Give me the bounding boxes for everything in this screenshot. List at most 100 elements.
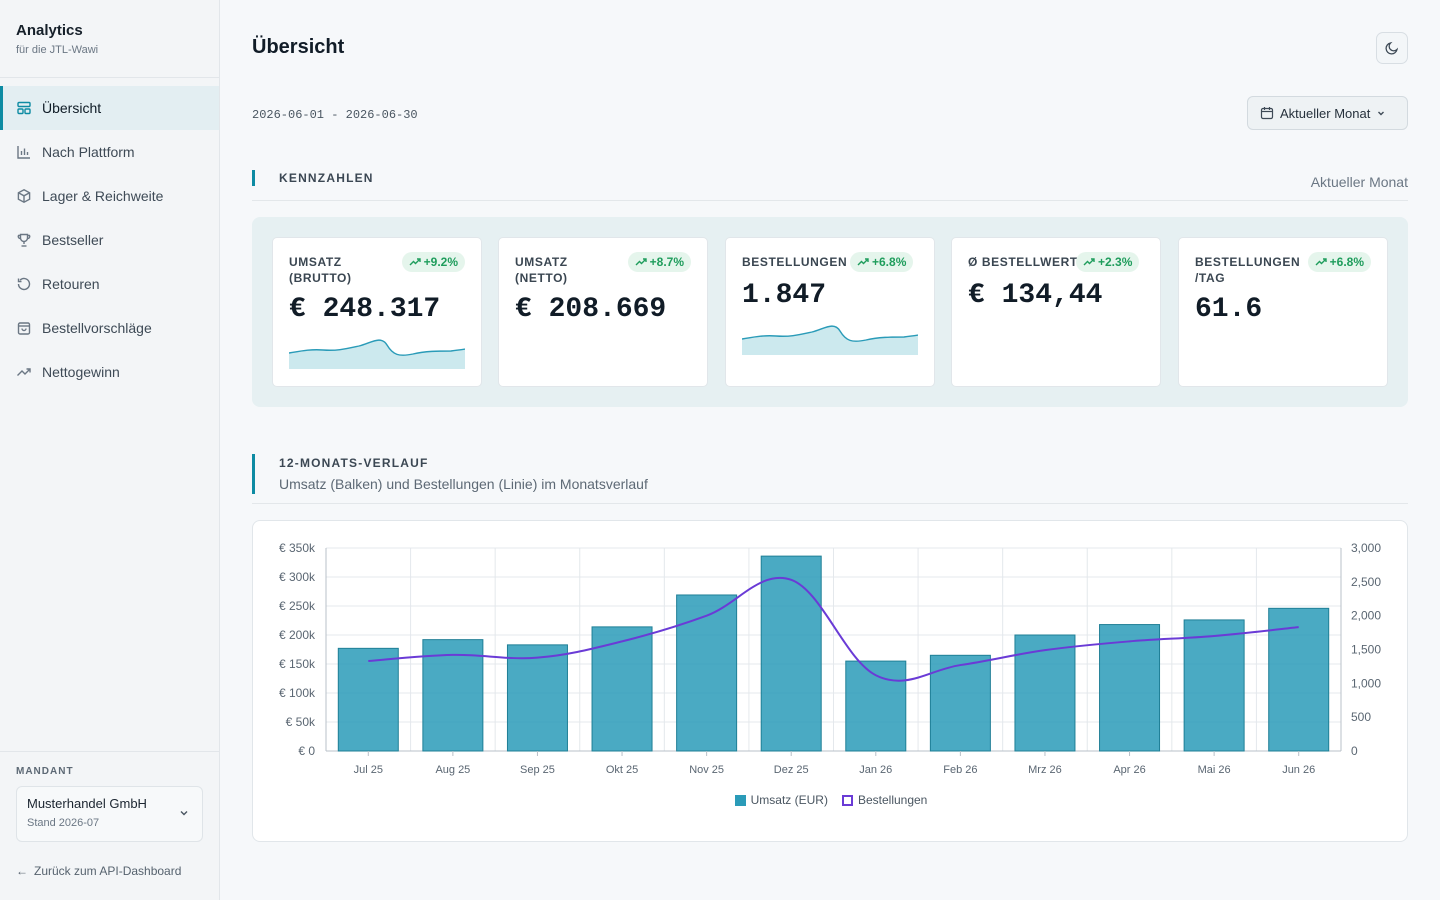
period-select-button[interactable]: Aktueller Monat — [1247, 96, 1408, 130]
sidebar-item-label: Nach Plattform — [42, 144, 135, 160]
sidebar-nav: Übersicht Nach Plattform Lager & Reichwe… — [0, 78, 219, 394]
bar-1 — [422, 639, 484, 752]
kennzahlen-header: KENNZAHLEN Aktueller Monat — [252, 168, 1408, 201]
sidebar-item-nach-plattform[interactable]: Nach Plattform — [0, 130, 219, 174]
brand-title: Analytics — [16, 22, 83, 39]
trend-badge: +8.7% — [627, 252, 691, 272]
sidebar-item-label: Retouren — [42, 276, 100, 292]
shopping-bag-icon — [16, 320, 32, 336]
y-right-tick-label: 2,000 — [1351, 609, 1381, 623]
bar-chart-icon — [16, 144, 32, 160]
kpi-label: BESTELLUNGEN — [742, 255, 848, 269]
chart-card: € 0 € 50k € 100k € 150k € 200k € 250k € 300k € … — [252, 520, 1408, 842]
moon-icon — [1385, 41, 1399, 55]
y-left-tick-label: € 250k — [279, 599, 316, 613]
sparkline — [742, 325, 918, 355]
bar-8 — [1014, 634, 1076, 752]
bar-7 — [929, 654, 991, 752]
date-range: 2026-06-01 - 2026-06-30 — [252, 108, 418, 122]
sidebar-item-lager[interactable]: Lager & Reichweite — [0, 174, 219, 218]
sidebar-item-label: Nettogewinn — [42, 364, 120, 380]
theme-toggle-button[interactable] — [1376, 32, 1408, 64]
dashboard-icon — [16, 100, 32, 116]
y-left-tick-label: € 350k — [279, 541, 316, 555]
legend-item-umsatz[interactable]: Umsatz (EUR) — [734, 793, 828, 807]
page-title: Übersicht — [252, 36, 345, 58]
kpi-value: € 248.317 — [289, 294, 441, 325]
bar-2 — [506, 644, 568, 752]
x-tick-label: Mai 26 — [1198, 764, 1231, 776]
y-left-tick-label: € 300k — [279, 570, 316, 584]
period-label: Aktueller Monat — [1280, 105, 1371, 121]
verlauf-subtitle: Umsatz (Balken) und Bestellungen (Linie)… — [279, 476, 648, 492]
bar-9 — [1099, 624, 1161, 752]
y-left-tick-label: € 150k — [279, 657, 316, 671]
kpi-card-umsatz-netto: UMSATZ (NETTO) +8.7% € 208.669 — [498, 237, 708, 387]
sidebar-item-bestellvorschlaege[interactable]: Bestellvorschläge — [0, 306, 219, 350]
trophy-icon — [16, 232, 32, 248]
chevron-down-icon — [1378, 111, 1385, 116]
monthly-chart: € 0 € 50k € 100k € 150k € 200k € 250k € 300k € … — [279, 541, 1381, 776]
legend-item-bestellungen[interactable]: Bestellungen — [841, 793, 927, 807]
x-tick-label: Jan 26 — [859, 764, 892, 776]
x-tick-label: Okt 25 — [606, 764, 638, 776]
arrow-left-icon: ← — [16, 864, 28, 878]
mandant-section: MANDANT Musterhandel GmbH Stand 2026-07 … — [0, 751, 219, 900]
y-left-tick-label: € 0 — [298, 744, 315, 758]
x-tick-label: Sep 25 — [520, 764, 555, 776]
x-tick-label: Mrz 26 — [1028, 764, 1062, 776]
trend-up-icon — [857, 258, 869, 266]
kpi-value: € 208.669 — [515, 294, 667, 325]
y-right-tick-label: 0 — [1351, 744, 1358, 758]
trend-up-icon — [1083, 258, 1095, 266]
verlauf-header: 12-MONATS-VERLAUF Umsatz (Balken) und Be… — [252, 454, 1408, 504]
orders-line — [368, 576, 1299, 682]
kpi-label: Ø BESTELLWERT — [968, 255, 1078, 269]
y-right-tick-label: 500 — [1351, 710, 1371, 724]
main-content: Übersicht 2026-06-01 - 2026-06-30 Aktuel… — [220, 0, 1440, 900]
sidebar-item-retouren[interactable]: Retouren — [0, 262, 219, 306]
trend-up-icon — [16, 364, 32, 380]
kpi-card-bestellungen-tag: BESTELLUNGEN /TAG +6.8% 61.6 — [1178, 237, 1388, 387]
chart-legend: Umsatz (EUR) Bestellungen — [253, 793, 1409, 807]
mandant-selector[interactable]: Musterhandel GmbH Stand 2026-07 — [16, 786, 203, 842]
trend-badge: +6.8% — [1307, 252, 1371, 272]
kpi-value: 1.847 — [742, 280, 827, 311]
box-icon — [16, 188, 32, 204]
sidebar-item-label: Bestseller — [42, 232, 104, 248]
trend-value: +2.3% — [1098, 255, 1133, 269]
brand: Analytics für die JTL-Wawi — [0, 0, 219, 78]
kennzahlen-period-label: Aktueller Monat — [1310, 174, 1408, 190]
back-to-api-dashboard-link[interactable]: ← Zurück zum API-Dashboard — [16, 864, 203, 878]
sidebar-item-label: Lager & Reichweite — [42, 188, 164, 204]
mandant-label: MANDANT — [16, 766, 74, 777]
chevron-down-icon — [180, 811, 188, 816]
y-right-tick-label: 1,500 — [1351, 643, 1381, 657]
legend-label: Umsatz (EUR) — [750, 793, 828, 807]
y-left-tick-label: € 100k — [279, 686, 316, 700]
kpi-label: UMSATZ (NETTO) — [515, 255, 568, 285]
kpi-card-bestellungen: BESTELLUNGEN +6.8% 1.847 — [725, 237, 935, 387]
bar-3 — [591, 626, 653, 752]
y-left-tick-label: € 50k — [286, 715, 316, 729]
x-tick-label: Jun 26 — [1282, 764, 1315, 776]
bar-4 — [676, 594, 738, 752]
x-tick-label: Nov 25 — [689, 764, 724, 776]
sidebar: Analytics für die JTL-Wawi Übersicht Nac… — [0, 0, 220, 900]
bar-10 — [1183, 619, 1245, 752]
calendar-icon — [1260, 107, 1274, 120]
kpi-card-bestellwert: Ø BESTELLWERT +2.3% € 134,44 — [951, 237, 1161, 387]
brand-subtitle: für die JTL-Wawi — [16, 44, 99, 56]
sidebar-item-bestseller[interactable]: Bestseller — [0, 218, 219, 262]
y-right-tick-label: 1,000 — [1351, 676, 1381, 690]
sidebar-item-nettogewinn[interactable]: Nettogewinn — [0, 350, 219, 394]
verlauf-title: 12-MONATS-VERLAUF — [279, 456, 429, 470]
sidebar-item-uebersicht[interactable]: Übersicht — [0, 86, 219, 130]
kpi-panel: UMSATZ (BRUTTO) +9.2% € 248.317 UMSATZ (… — [252, 217, 1408, 407]
x-tick-label: Jul 25 — [354, 764, 383, 776]
kpi-value: € 134,44 — [968, 280, 1103, 311]
trend-up-icon — [409, 258, 421, 266]
legend-swatch — [734, 794, 746, 806]
mandant-name: Musterhandel GmbH — [27, 796, 147, 811]
sparkline — [289, 339, 465, 369]
